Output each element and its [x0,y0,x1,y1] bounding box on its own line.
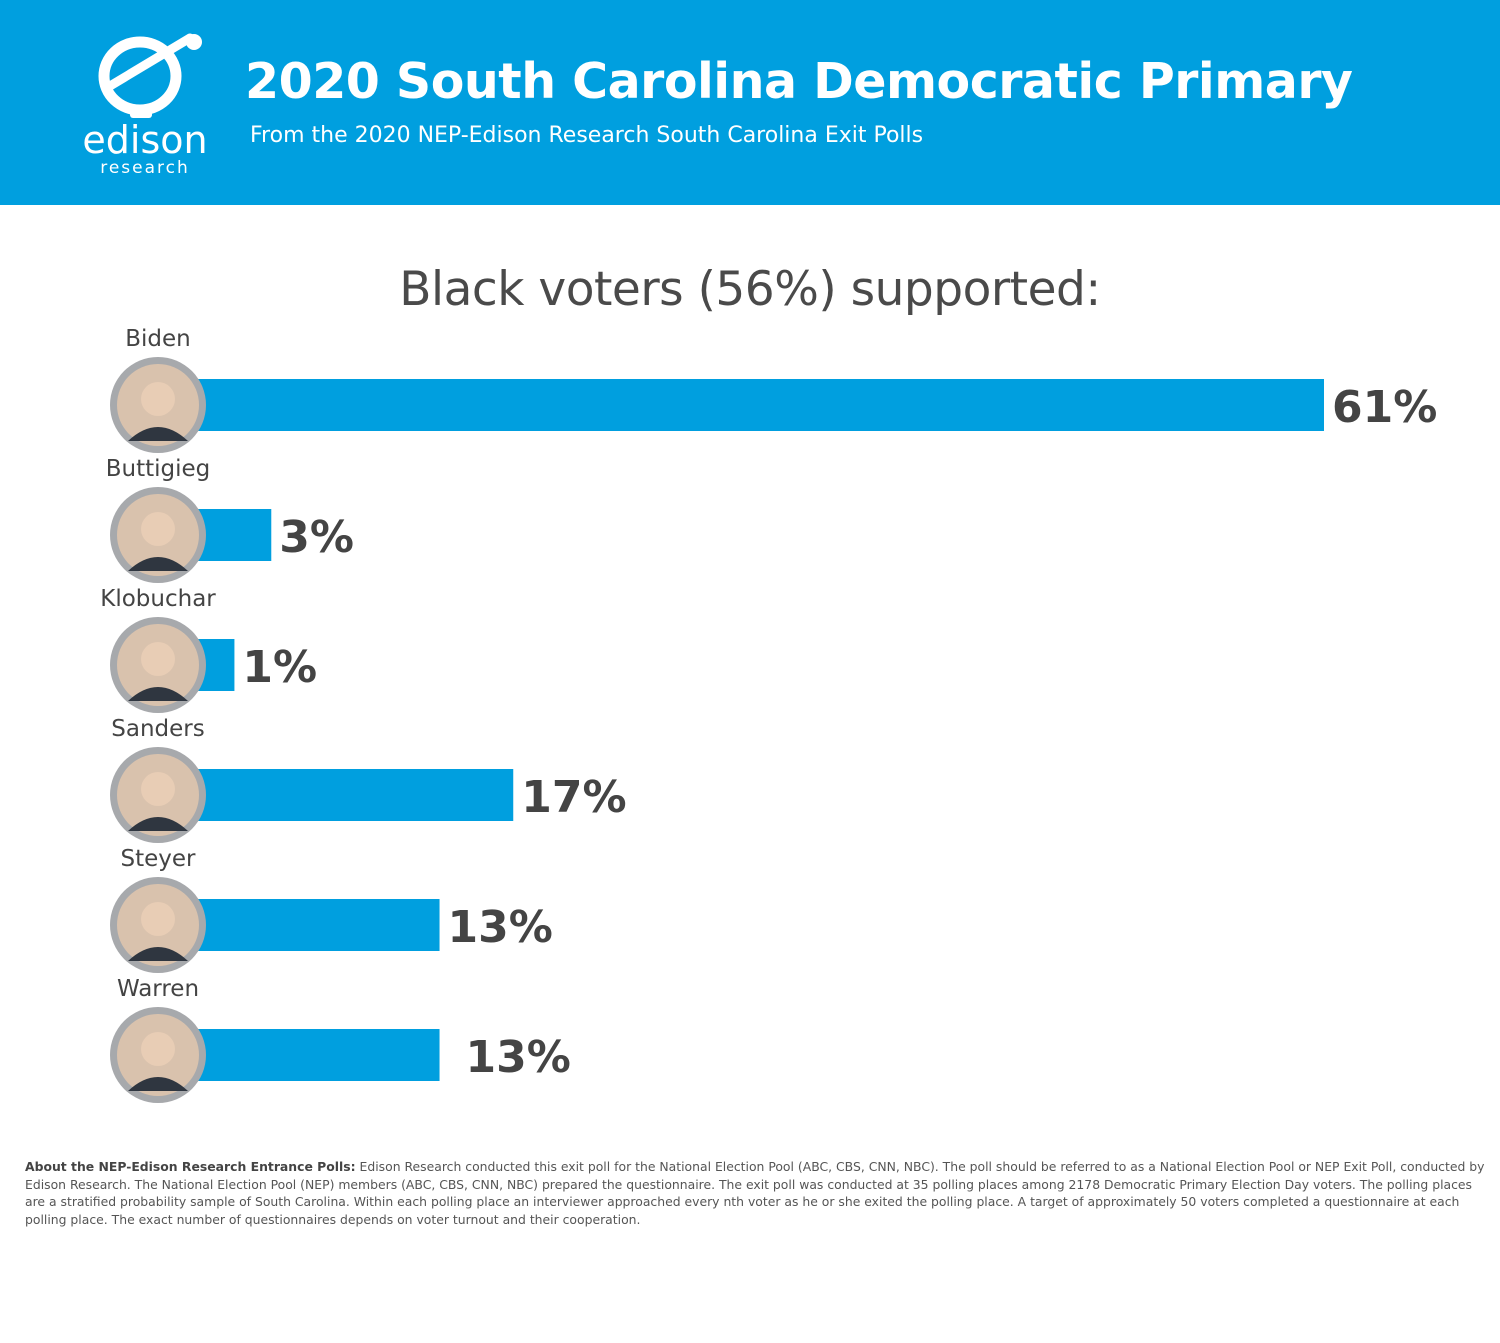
category-label-warren: Warren [117,976,199,1002]
candidate-face-biden [141,382,175,416]
candidate-body-sanders [128,817,188,831]
candidate-face-sanders [141,772,175,806]
bar-biden [170,379,1324,431]
page-subtitle: From the 2020 NEP-Edison Research South … [250,123,924,148]
candidate-face-warren [141,1032,175,1066]
candidate-body-biden [128,427,188,441]
category-label-sanders: Sanders [111,716,204,742]
value-label-warren: 13% [466,1032,571,1083]
footnote-text: Edison Research conducted this exit poll… [25,1159,1485,1227]
bar-row-steyer: Steyer 13% [110,846,553,973]
category-label-klobuchar: Klobuchar [100,586,216,612]
value-label-biden: 61% [1332,382,1437,433]
category-label-steyer: Steyer [121,846,197,872]
bar-row-warren: Warren 13% [110,976,571,1103]
chart-title: Black voters (56%) supported: [399,262,1101,317]
bar-row-klobuchar: Klobuchar 1% [100,586,317,713]
logo-subtext: research [100,158,190,178]
logo-wordmark: edison [82,118,208,162]
candidate-face-steyer [141,902,175,936]
candidate-body-klobuchar [128,687,188,701]
value-label-buttigieg: 3% [279,512,354,563]
value-label-klobuchar: 1% [242,642,317,693]
edison-logo [98,33,202,118]
bar-row-buttigieg: Buttigieg 3% [106,456,354,583]
candidate-face-klobuchar [141,642,175,676]
candidate-face-buttigieg [141,512,175,546]
bar-chart: Biden 61% Buttigieg 3% Klobuchar 1% Sanders 17%… [100,326,1437,1103]
bar-steyer [170,899,440,951]
footnote-label: About the NEP-Edison Research Entrance P… [25,1159,356,1174]
category-label-buttigieg: Buttigieg [106,456,211,482]
candidate-body-steyer [128,947,188,961]
bar-warren [170,1029,440,1081]
category-label-biden: Biden [125,326,191,352]
bar-row-sanders: Sanders 17% [110,716,627,843]
value-label-steyer: 13% [448,902,553,953]
bar-row-biden: Biden 61% [110,326,1437,453]
value-label-sanders: 17% [521,772,626,823]
candidate-body-buttigieg [128,557,188,571]
candidate-body-warren [128,1077,188,1091]
header-banner: edison research 2020 South Carolina Demo… [0,0,1500,205]
page-title: 2020 South Carolina Democratic Primary [245,53,1353,110]
bar-sanders [170,769,514,821]
methodology-footnote: About the NEP-Edison Research Entrance P… [25,1158,1485,1228]
